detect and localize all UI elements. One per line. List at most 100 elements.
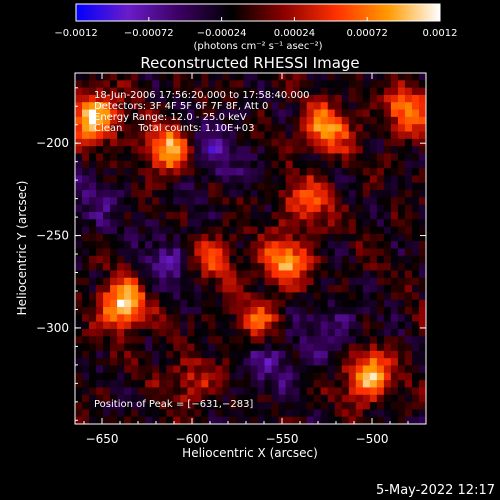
heatmap-cell [404,190,413,198]
heatmap-cell [341,307,350,315]
heatmap-cell [362,80,371,89]
heatmap-cell [159,387,167,396]
heatmap-cell [355,350,364,359]
heatmap-cell [404,182,413,191]
heatmap-cell [124,102,132,110]
heatmap-cell [306,270,315,279]
heatmap-cell [306,175,315,184]
heatmap-cell [75,124,83,132]
heatmap-cell [348,358,357,366]
heatmap-cell [257,94,265,103]
heatmap-cell [313,87,322,96]
heatmap-cell [369,358,378,366]
heatmap-cell [180,336,188,344]
heatmap-cell [229,146,237,154]
heatmap-cell [418,138,426,147]
heatmap-cell [117,328,125,337]
heatmap-cell [271,387,279,396]
heatmap-cell [390,380,399,388]
heatmap-cell [355,175,364,184]
heatmap-cell [131,124,139,132]
heatmap-cell [187,409,195,418]
heatmap-cell [96,372,104,381]
heatmap-cell [383,80,392,89]
heatmap-cell [117,248,125,257]
heatmap-cell [110,124,118,132]
heatmap-cell [404,87,413,96]
heatmap-cell [187,299,195,308]
heatmap-cell [215,343,223,352]
heatmap-cell [180,204,188,213]
heatmap-cell [222,73,230,81]
heatmap-cell [138,138,146,147]
colorbar-tick-label: −0.00072 [124,28,174,39]
heatmap-cell [257,241,265,249]
heatmap-cell [390,277,399,286]
heatmap-cell [180,299,188,308]
heatmap-cell [341,248,350,257]
heatmap-cell [271,197,279,206]
heatmap-cell [404,292,413,301]
heatmap-cell [250,204,258,213]
heatmap-cell [404,409,413,418]
heatmap-cell [397,153,406,162]
heatmap-cell [271,299,279,308]
heatmap-cell [236,307,244,315]
heatmap-cell [152,204,160,213]
heatmap-cell [229,182,237,191]
heatmap-cell [243,365,251,374]
heatmap-cell [145,138,153,147]
heatmap-cell [201,328,209,337]
heatmap-cell [257,211,265,220]
heatmap-cell [341,146,350,154]
heatmap-cell [243,285,251,293]
heatmap-cell [201,116,209,125]
heatmap-cell [390,365,399,374]
heatmap-cell [278,343,286,352]
heatmap-cell [418,175,426,184]
heatmap-cell [117,168,125,176]
heatmap-cell [348,102,357,110]
heatmap-cell [320,350,329,359]
heatmap-cell [82,138,90,147]
heatmap-cell [390,387,399,396]
heatmap-cell [103,292,111,301]
heatmap-cell [320,138,329,147]
heatmap-cell [215,211,223,220]
heatmap-cell [236,416,244,424]
heatmap-cell [180,197,188,206]
heatmap-cell [103,153,111,162]
heatmap-cell [376,73,385,81]
heatmap-cell [82,365,90,374]
heatmap-cell [173,197,181,206]
heatmap-cell [285,87,294,96]
heatmap-cell [348,314,357,323]
heatmap-cell [117,358,125,366]
heatmap-cell [187,124,195,132]
heatmap-cell [362,124,371,132]
heatmap-cell [264,138,272,147]
heatmap-cell [327,365,336,374]
heatmap-cell [320,80,329,89]
heatmap-cell [383,153,392,162]
heatmap-cell [222,80,230,89]
heatmap-cell [138,358,146,366]
heatmap-cell [397,233,406,242]
heatmap-cell [292,372,301,381]
heatmap-cell [334,175,343,184]
heatmap-cell [215,233,223,242]
heatmap-cell [229,336,237,344]
heatmap-cell [376,285,385,293]
heatmap-cell [250,307,258,315]
heatmap-cell [257,248,265,257]
heatmap-cell [138,124,146,132]
heatmap-cell [110,321,118,330]
heatmap-cell [110,197,118,206]
heatmap-cell [271,241,279,249]
heatmap-cell [145,87,153,96]
x-axis: −650 −600 −550 −500 [83,73,427,446]
heatmap-cell [376,87,385,96]
heatmap-cell [404,387,413,396]
heatmap-cell [327,80,336,89]
heatmap-cell [411,226,420,235]
